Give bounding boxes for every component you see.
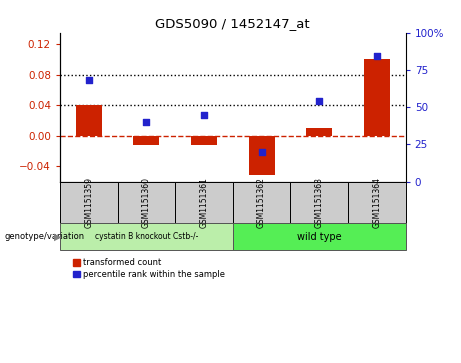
Title: GDS5090 / 1452147_at: GDS5090 / 1452147_at [155, 17, 310, 30]
Text: GSM1151361: GSM1151361 [200, 177, 208, 228]
Point [200, 112, 207, 118]
Text: GSM1151359: GSM1151359 [84, 177, 93, 228]
Text: GSM1151363: GSM1151363 [315, 177, 324, 228]
Bar [133, 136, 160, 145]
Point [373, 54, 381, 60]
Text: ▶: ▶ [54, 232, 61, 242]
Point [142, 119, 150, 125]
Text: GSM1151362: GSM1151362 [257, 177, 266, 228]
Point [85, 77, 92, 83]
Bar [76, 105, 102, 136]
Bar [364, 60, 390, 136]
Text: wild type: wild type [297, 232, 342, 242]
Point [258, 149, 266, 155]
Bar [306, 128, 332, 136]
Text: GSM1151360: GSM1151360 [142, 177, 151, 228]
Point [315, 98, 323, 104]
Bar [248, 136, 275, 175]
Text: cystatin B knockout Cstb-/-: cystatin B knockout Cstb-/- [95, 232, 198, 241]
Text: genotype/variation: genotype/variation [5, 232, 85, 241]
Bar [191, 136, 217, 145]
Text: GSM1151364: GSM1151364 [372, 177, 381, 228]
Legend: transformed count, percentile rank within the sample: transformed count, percentile rank withi… [73, 258, 225, 279]
